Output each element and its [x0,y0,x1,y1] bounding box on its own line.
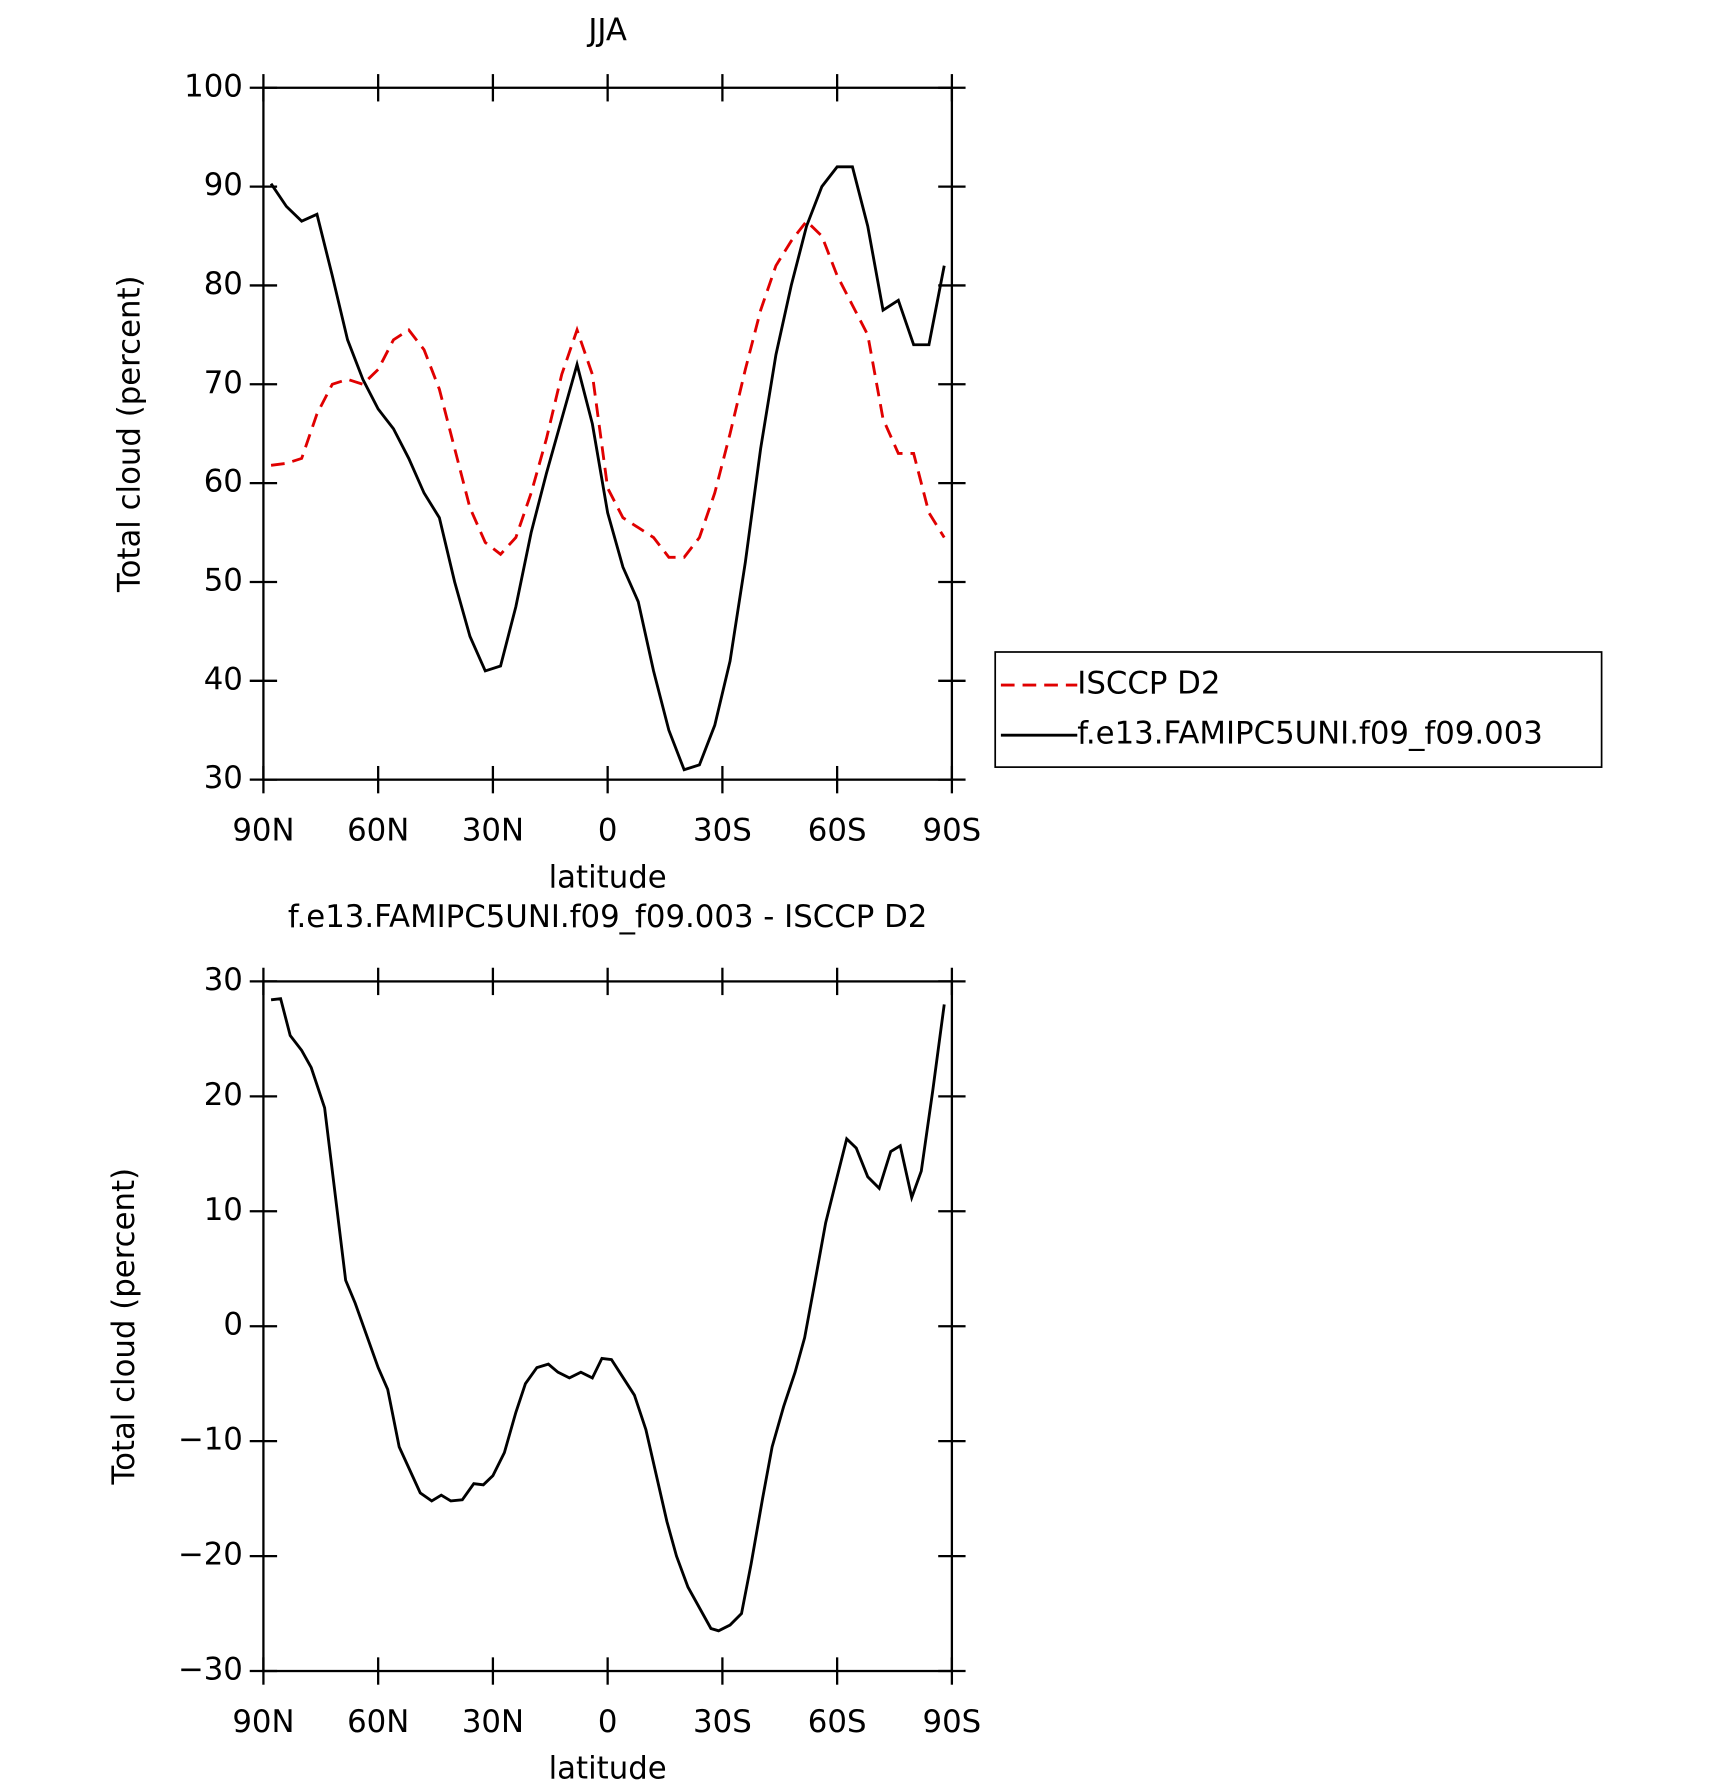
series-line [270,219,946,559]
x-tick-label: 90N [232,1704,294,1740]
y-tick-label: 30 [204,760,243,796]
x-tick-label: 30N [462,1704,524,1740]
chart-title: f.e13.FAMIPC5UNI.f09_f09.003 - ISCCP D2 [288,899,927,935]
chart-title: JJA [586,12,627,48]
y-tick-label: 90 [204,167,243,203]
legend-label: ISCCP D2 [1077,666,1220,702]
y-tick-label: 100 [184,68,243,104]
y-tick-label: 20 [204,1077,243,1113]
y-tick-label: 50 [204,562,243,598]
y-axis-label: Total cloud (percent) [112,275,148,593]
y-tick-label: 80 [204,266,243,302]
x-tick-label: 90N [232,813,294,849]
x-tick-label: 60N [347,1704,409,1740]
x-tick-label: 60S [808,1704,867,1740]
x-tick-label: 90S [923,813,982,849]
x-axis-label: latitude [549,1751,667,1787]
y-tick-label: 40 [204,661,243,697]
y-tick-label: 30 [204,962,243,998]
x-tick-label: 0 [598,813,618,849]
y-tick-label: 10 [204,1192,243,1228]
x-tick-label: 30S [693,813,752,849]
y-tick-label: −20 [178,1537,243,1573]
x-axis-label: latitude [549,859,667,895]
series-line [269,165,946,772]
y-tick-label: 70 [204,365,243,401]
x-tick-label: 60S [808,813,867,849]
y-tick-label: −10 [178,1422,243,1458]
legend: ISCCP D2 f.e13.FAMIPC5UNI.f09_f09.003 [994,651,1603,768]
data-line [270,997,946,1633]
y-axis-label: Total cloud (percent) [106,1168,142,1486]
x-tick-label: 90S [923,1704,982,1740]
legend-box [994,651,1603,768]
y-tick-label: 0 [223,1307,243,1343]
x-tick-label: 60N [347,813,409,849]
x-tick-label: 30N [462,813,524,849]
legend-label: f.e13.FAMIPC5UNI.f09_f09.003 [1077,716,1543,752]
x-tick-label: 30S [693,1704,752,1740]
plot-frame [262,86,954,781]
plot-frame [262,980,954,1673]
y-tick-label: 60 [204,464,243,500]
x-tick-label: 0 [598,1704,618,1740]
y-tick-label: −30 [178,1652,243,1688]
